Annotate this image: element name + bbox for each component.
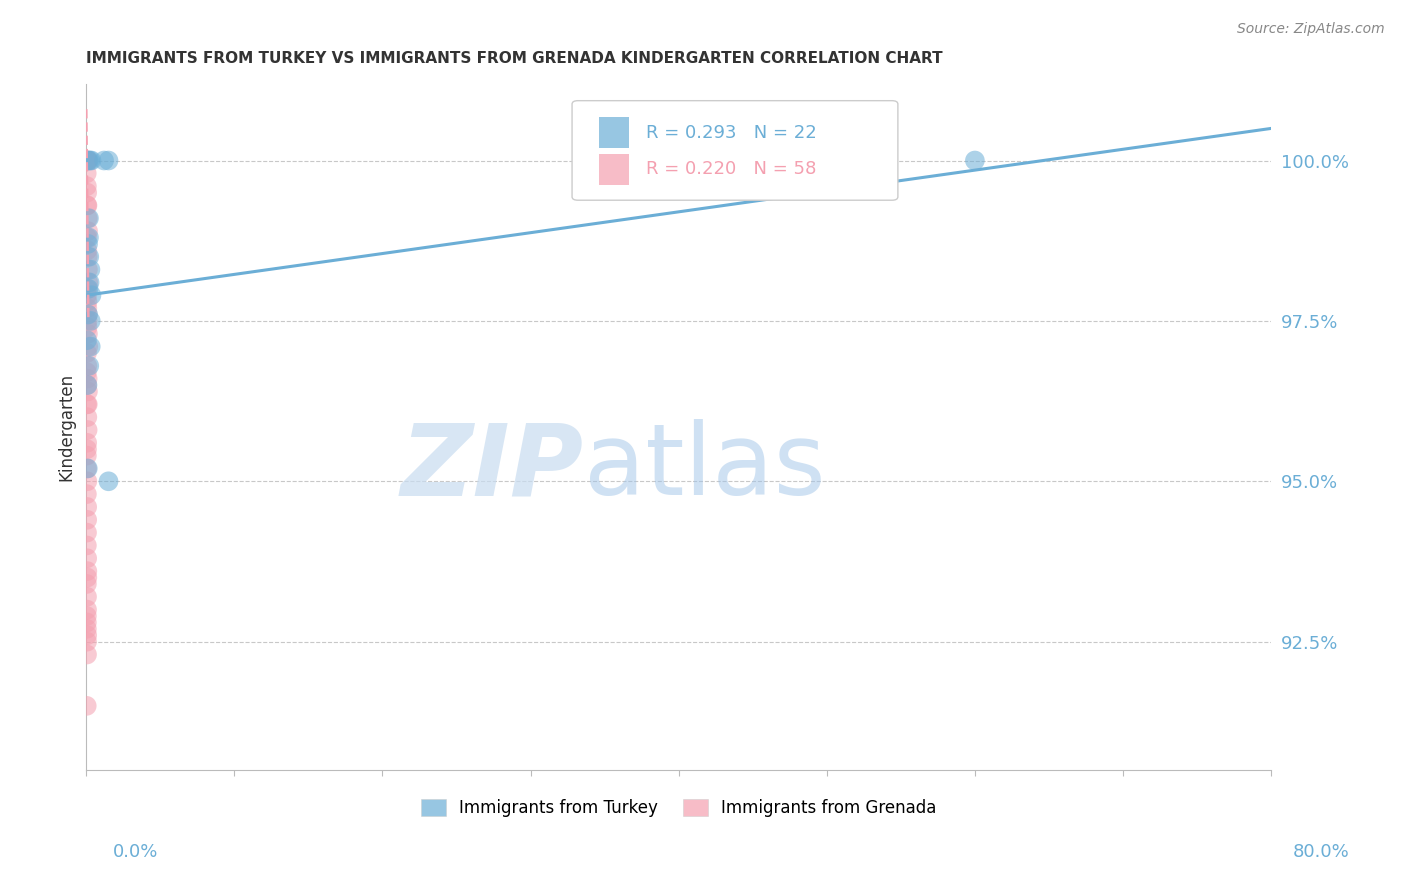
Point (76, 609, 98, 624)
Point (76, 442, 98, 457)
Point (76, 513, 98, 527)
Point (77, 276, 100, 290)
Point (77, 359, 100, 373)
Point (76, 590, 98, 604)
Point (76, 308, 98, 322)
Point (97, 475, 120, 489)
FancyBboxPatch shape (572, 101, 898, 200)
Point (76, 301, 98, 315)
Point (76, 397, 98, 411)
Point (76, 186, 98, 200)
Point (76, 435, 98, 450)
Text: ZIP: ZIP (401, 419, 583, 516)
Point (76, 282, 98, 296)
Point (76, 153, 98, 168)
Text: IMMIGRANTS FROM TURKEY VS IMMIGRANTS FROM GRENADA KINDERGARTEN CORRELATION CHART: IMMIGRANTS FROM TURKEY VS IMMIGRANTS FRO… (86, 51, 943, 66)
Point (76, 371, 98, 385)
Point (77, 153, 100, 168)
Legend: Immigrants from Turkey, Immigrants from Grenada: Immigrants from Turkey, Immigrants from … (415, 792, 943, 823)
Point (77, 340, 100, 354)
Point (77, 308, 100, 322)
Point (79, 276, 101, 290)
Point (80, 153, 103, 168)
Point (76, 648, 98, 662)
Point (76, 525, 98, 540)
Point (93, 153, 115, 168)
Point (77, 224, 100, 238)
Text: R = 0.220   N = 58: R = 0.220 N = 58 (647, 161, 817, 178)
Point (80, 340, 103, 354)
Point (77, 282, 100, 296)
Point (76, 378, 98, 392)
Point (77, 262, 100, 277)
Point (76, 461, 98, 475)
Point (76, 475, 98, 489)
Point (76, 602, 98, 616)
Text: R = 0.293   N = 22: R = 0.293 N = 22 (647, 124, 817, 142)
Point (77, 236, 100, 251)
Point (76, 628, 98, 642)
Bar (599, 154, 628, 185)
Point (77, 153, 100, 168)
Point (79, 153, 101, 168)
Point (76, 320, 98, 334)
Point (76, 698, 98, 713)
Point (77, 384, 100, 399)
Point (76, 166, 98, 180)
Point (76, 564, 98, 578)
Point (76, 179, 98, 194)
Point (76, 294, 98, 309)
Point (76, 314, 98, 328)
Point (80, 288, 103, 302)
Point (76, 250, 98, 264)
Point (76, 198, 98, 212)
Point (77, 211, 100, 226)
Point (76, 211, 98, 226)
Point (76, 410, 98, 425)
Text: atlas: atlas (583, 419, 825, 516)
Point (76, 153, 98, 168)
Point (76, 198, 98, 212)
Point (76, 288, 98, 302)
Point (76, 423, 98, 437)
Point (76, 461, 98, 475)
Point (76, 378, 98, 392)
Point (963, 153, 986, 168)
Point (76, 346, 98, 360)
Point (76, 333, 98, 347)
Point (76, 230, 98, 244)
Point (76, 449, 98, 463)
Text: 0.0%: 0.0% (112, 843, 157, 861)
Point (76, 397, 98, 411)
Text: 80.0%: 80.0% (1294, 843, 1350, 861)
Point (76, 244, 98, 258)
Bar (599, 118, 628, 148)
Point (77, 230, 100, 244)
Y-axis label: Kindergarten: Kindergarten (58, 373, 75, 481)
Point (76, 153, 98, 168)
Point (76, 359, 98, 373)
Point (77, 250, 100, 264)
Point (76, 577, 98, 591)
Point (97, 153, 120, 168)
Point (76, 634, 98, 648)
Point (77, 326, 100, 341)
Point (76, 500, 98, 514)
Point (76, 365, 98, 379)
Point (76, 551, 98, 566)
Point (80, 314, 103, 328)
Point (76, 487, 98, 501)
Point (76, 615, 98, 630)
Point (76, 622, 98, 636)
Text: Source: ZipAtlas.com: Source: ZipAtlas.com (1237, 22, 1385, 37)
Point (79, 262, 101, 277)
Point (76, 570, 98, 584)
Point (76, 538, 98, 552)
